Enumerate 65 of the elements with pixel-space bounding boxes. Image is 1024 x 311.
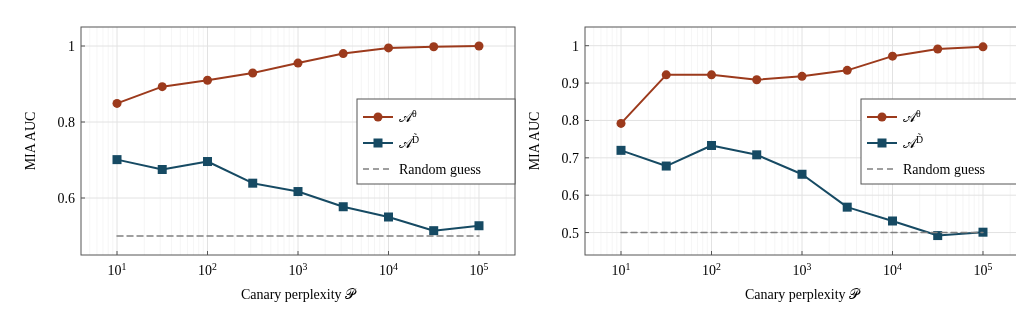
y-tick-label: 0.8 — [57, 115, 75, 130]
y-tick-label: 0.6 — [57, 191, 75, 206]
point — [112, 98, 122, 108]
point — [474, 221, 484, 231]
legend-label: Random guess — [399, 162, 482, 177]
point — [248, 68, 258, 78]
y-axis-title: MIA AUC — [23, 111, 38, 171]
point — [157, 82, 167, 92]
x-tick-label: 10$^{4}$ — [883, 260, 903, 278]
x-tick-label: 10$^{2}$ — [702, 260, 722, 278]
point — [842, 65, 852, 75]
legend-label: 𝒜$^{D̃}$ — [903, 132, 924, 151]
point — [616, 145, 626, 155]
x-tick-label: 10$^{5}$ — [973, 260, 993, 278]
point — [474, 41, 484, 51]
point — [203, 157, 213, 167]
legend-label: Random guess — [903, 162, 986, 177]
legend-label: 𝒜$^{θ}$ — [399, 107, 417, 125]
x-axis-title: Canary perplexity 𝒫 — [744, 287, 862, 302]
point — [616, 118, 626, 128]
point — [383, 43, 393, 53]
x-tick-label: 10$^{1}$ — [107, 260, 127, 278]
legend-label: 𝒜$^{θ}$ — [903, 107, 921, 125]
point — [842, 202, 852, 212]
y-tick-label: 0.7 — [561, 150, 579, 166]
point — [797, 71, 807, 81]
y-tick-label: 0.6 — [561, 188, 579, 204]
point — [203, 75, 213, 85]
y-tick-label: 0.5 — [561, 225, 579, 241]
point — [933, 44, 943, 54]
point — [978, 42, 988, 52]
point — [887, 51, 897, 61]
point — [338, 49, 348, 59]
y-tick-label: 1 — [572, 38, 579, 54]
point — [752, 75, 762, 85]
point — [661, 161, 671, 171]
point — [707, 70, 717, 80]
point — [293, 187, 303, 197]
y-tick-label: 1 — [68, 39, 75, 54]
legend-label: 𝒜$^{D̃}$ — [399, 132, 420, 151]
x-tick-label: 10$^{1}$ — [611, 260, 631, 278]
y-tick-label: 0.8 — [561, 113, 579, 129]
x-tick-label: 10$^{5}$ — [469, 260, 489, 278]
x-tick-label: 10$^{3}$ — [288, 260, 308, 278]
point — [112, 155, 122, 165]
y-axis-title: MIA AUC — [527, 111, 542, 171]
point — [293, 58, 303, 68]
point — [157, 165, 167, 174]
point — [661, 70, 671, 80]
point — [933, 231, 943, 241]
point — [429, 226, 439, 236]
point — [707, 140, 717, 150]
point — [248, 178, 258, 188]
point — [338, 202, 348, 212]
point — [978, 227, 988, 237]
x-tick-label: 10$^{4}$ — [379, 260, 399, 278]
x-axis-title: Canary perplexity 𝒫 — [240, 287, 358, 302]
point — [383, 212, 393, 222]
point — [752, 150, 762, 160]
point — [887, 216, 897, 226]
x-tick-label: 10$^{2}$ — [198, 260, 218, 278]
point — [429, 42, 439, 52]
x-tick-label: 10$^{3}$ — [792, 260, 812, 278]
point — [797, 169, 807, 179]
y-tick-label: 0.9 — [561, 76, 579, 92]
